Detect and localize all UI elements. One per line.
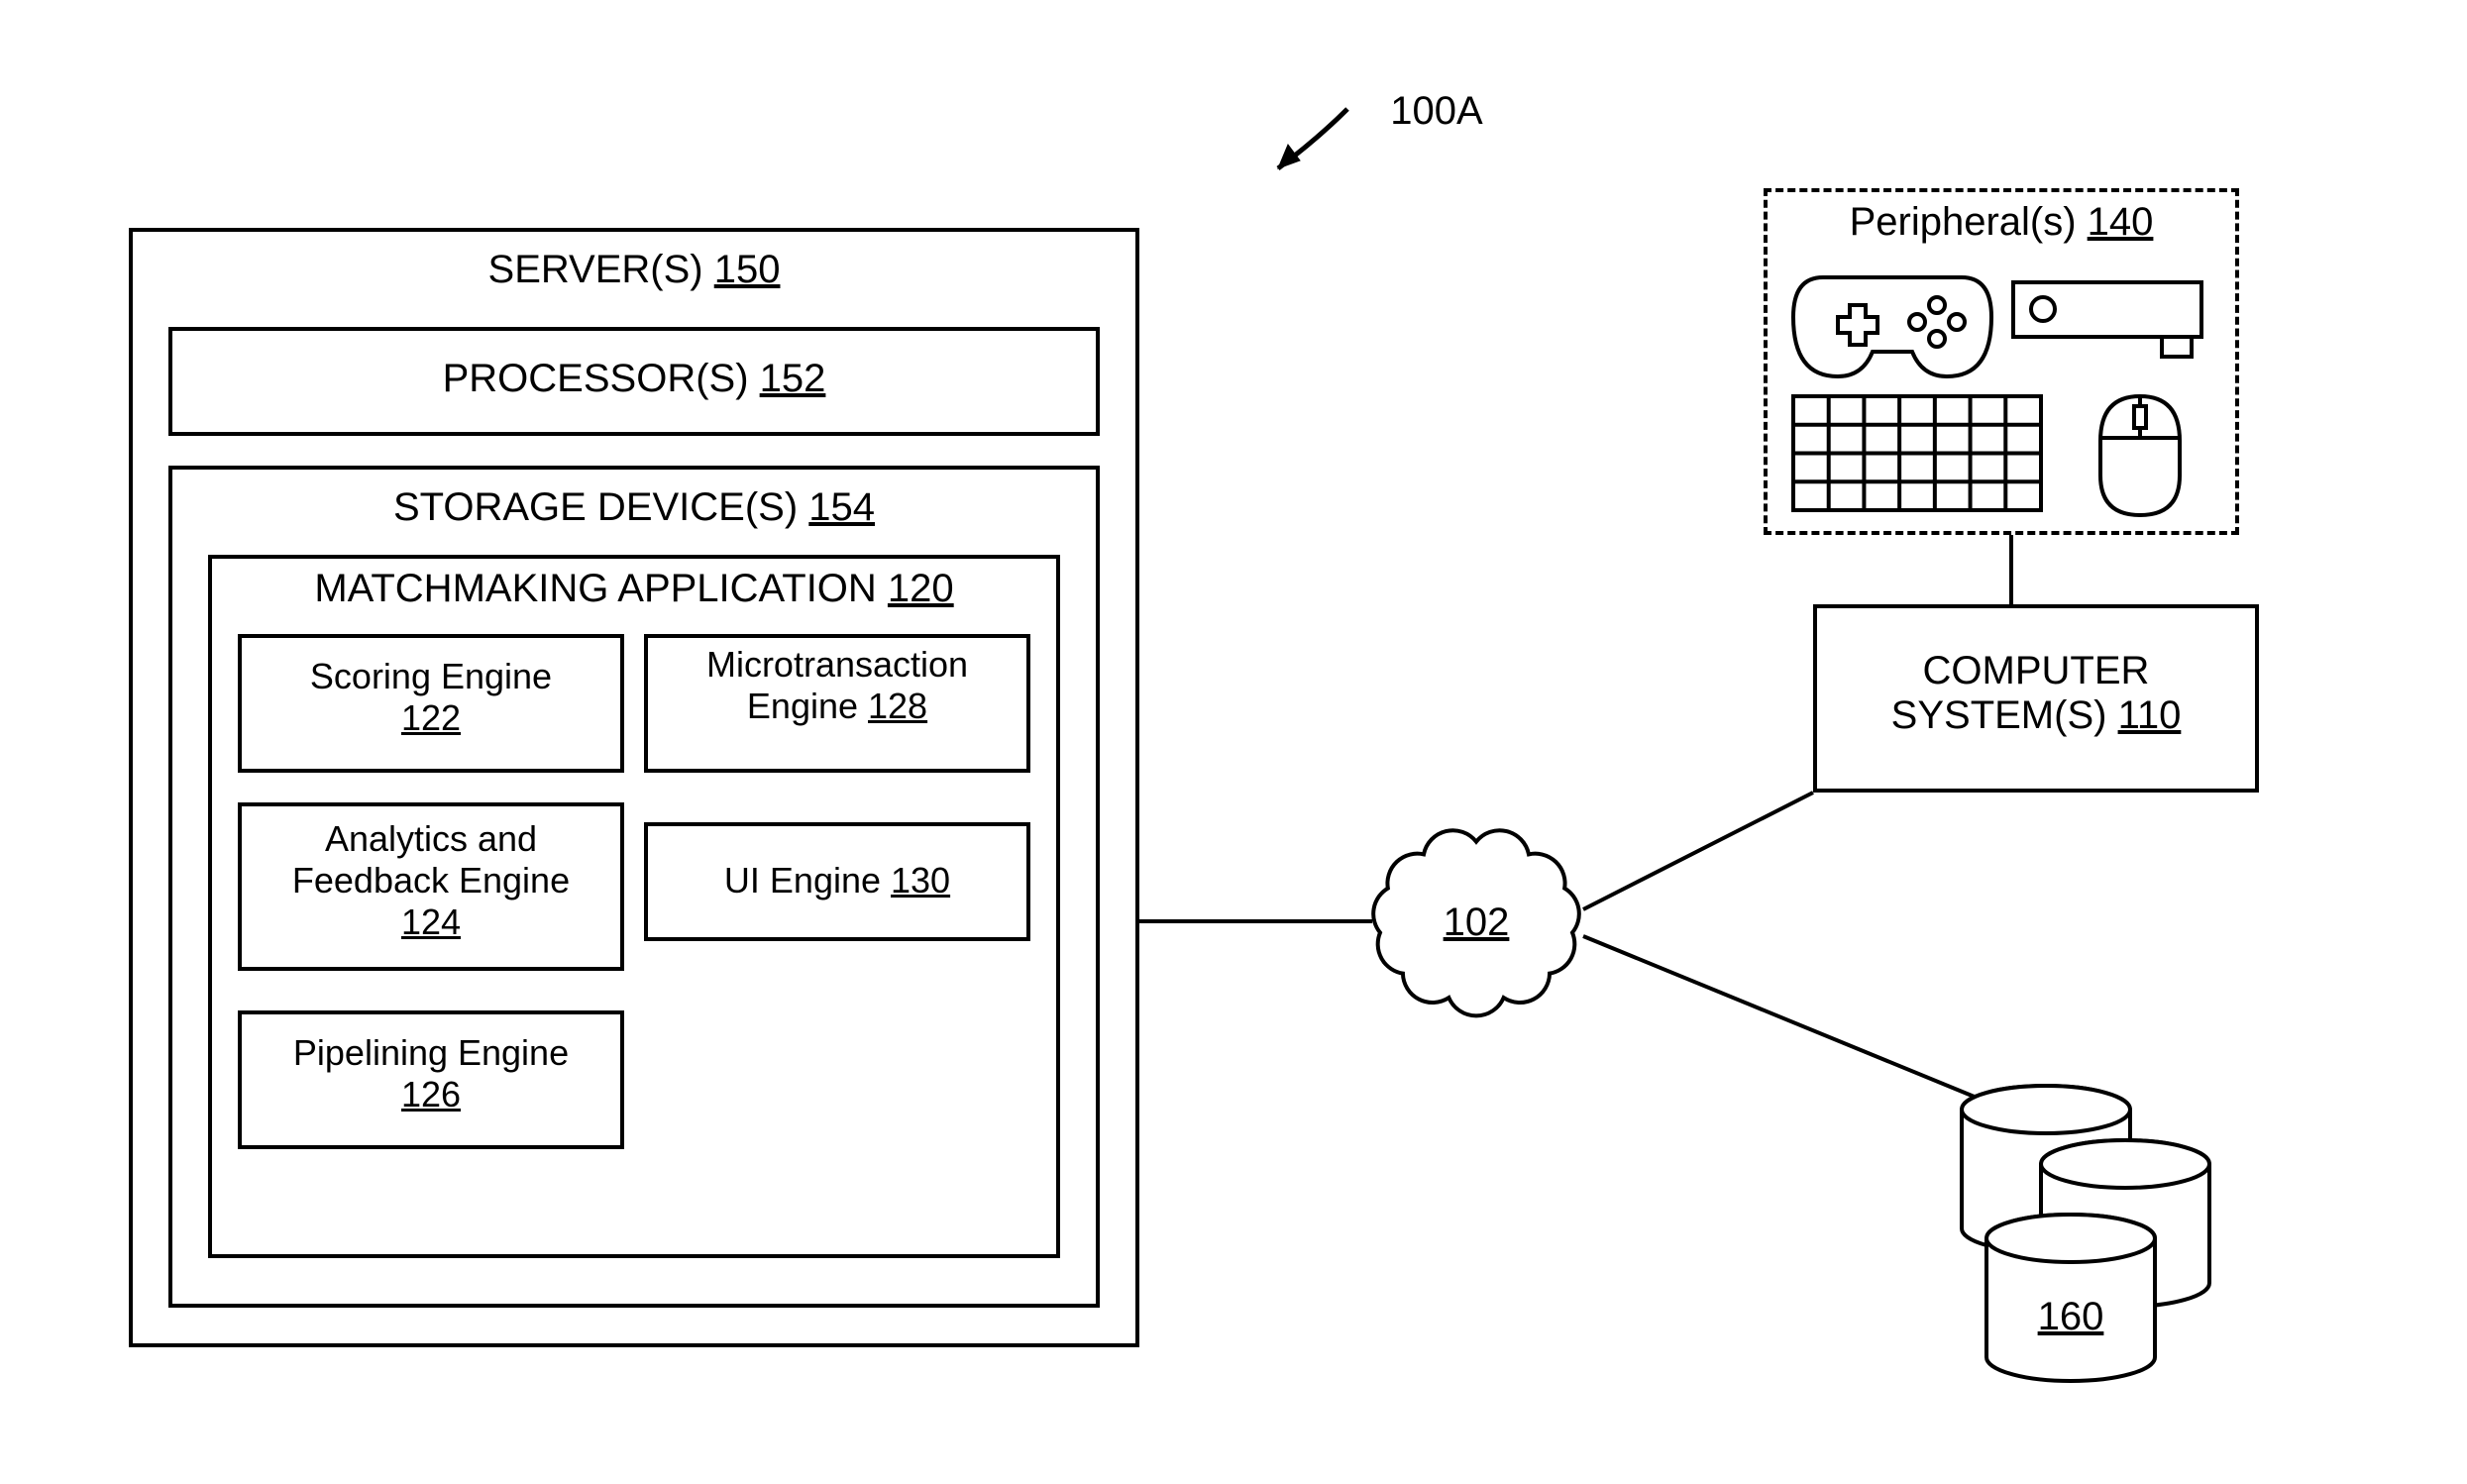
svg-text:160: 160: [2038, 1295, 2104, 1338]
figure-ref-label: 100A: [1338, 89, 1536, 134]
cloud-icon: [1373, 830, 1579, 1015]
app-title: MATCHMAKING APPLICATION 120: [208, 567, 1060, 611]
analytics-engine-label: Analytics andFeedback Engine124: [238, 818, 624, 943]
microtransaction-engine-label: MicrotransactionEngine 128: [644, 644, 1030, 727]
storage-title: STORAGE DEVICE(S) 154: [168, 485, 1100, 530]
pipelining-engine-label: Pipelining Engine126: [238, 1032, 624, 1115]
processor-title: PROCESSOR(S) 152: [168, 357, 1100, 401]
ui-engine-label: UI Engine 130: [644, 860, 1030, 901]
svg-text:102: 102: [1444, 901, 1510, 944]
scoring-engine-label: Scoring Engine122: [238, 656, 624, 739]
server-title: SERVER(S) 150: [129, 248, 1139, 292]
computer-system-label: COMPUTERSYSTEM(S) 110: [1813, 649, 2259, 738]
peripherals-title: Peripheral(s) 140: [1764, 200, 2239, 245]
